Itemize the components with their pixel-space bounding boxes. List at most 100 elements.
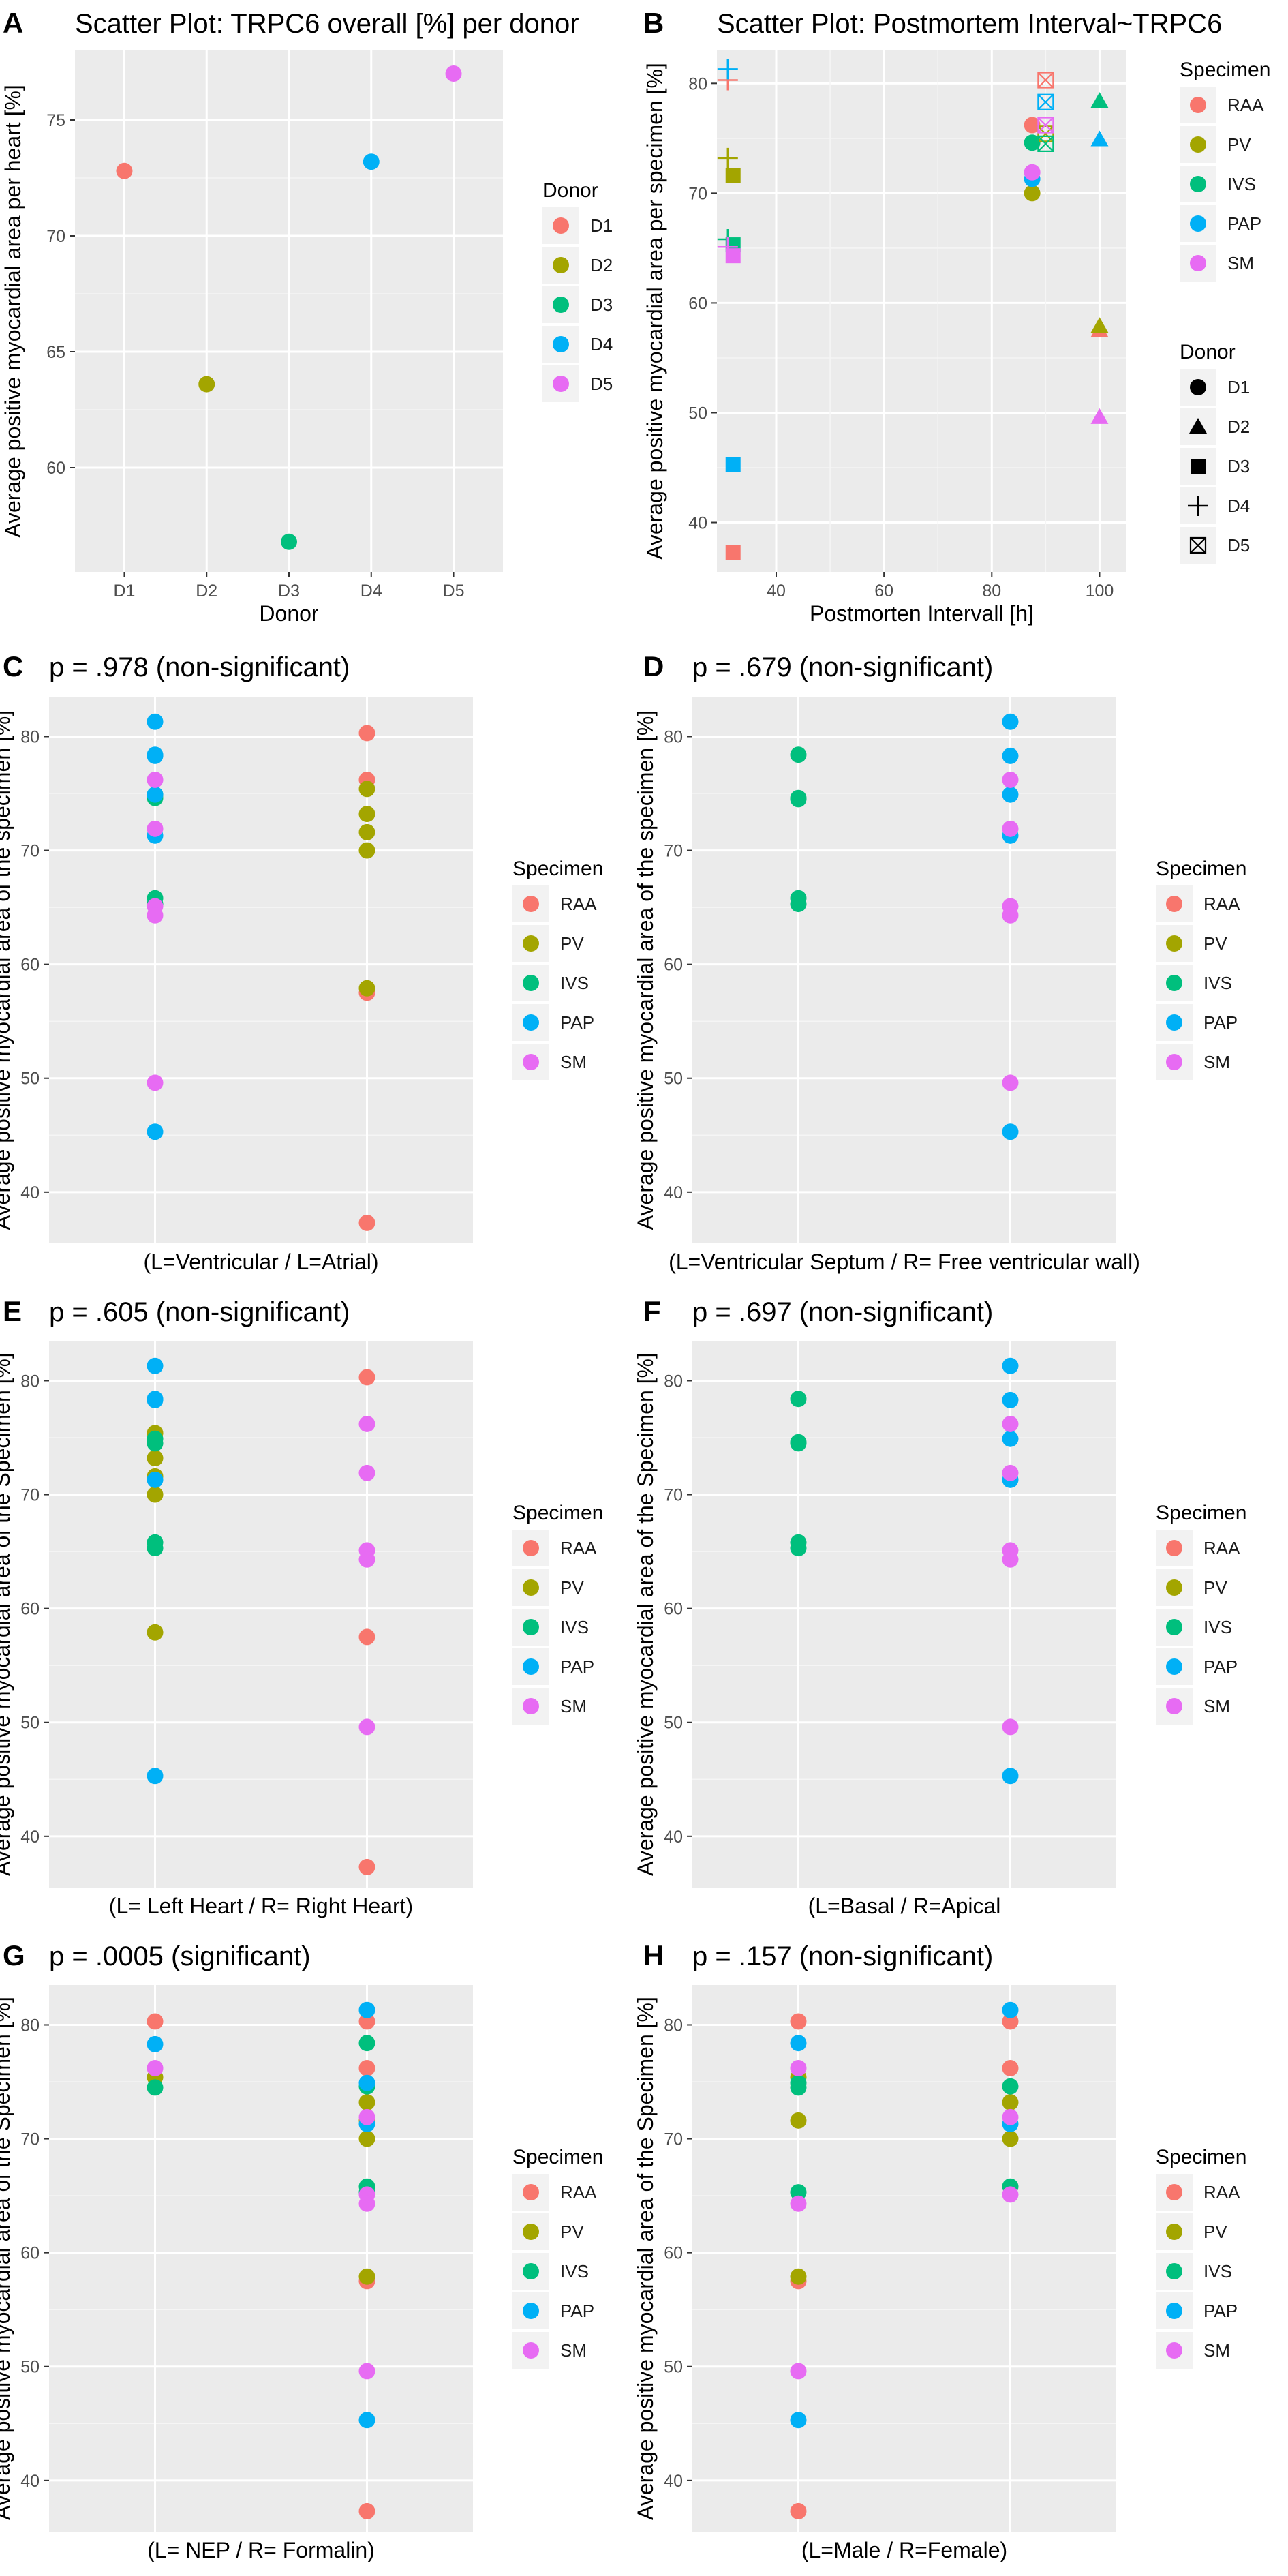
data-point-pap xyxy=(147,1391,164,1408)
plot-title: p = .0005 (significant) xyxy=(49,1941,311,1971)
x-tick-label: D2 xyxy=(196,581,217,601)
y-tick-label: 60 xyxy=(20,1600,40,1619)
data-point-raa xyxy=(1002,2059,1019,2076)
y-tick-label: 70 xyxy=(20,842,40,861)
legend-legend-label-d5: D5 xyxy=(590,374,613,394)
legend-legend-label-sm: SM xyxy=(1203,1696,1230,1716)
data-point-sm xyxy=(1002,1718,1019,1736)
y-tick-label: 60 xyxy=(688,294,707,313)
legend-legend-key-d5 xyxy=(553,376,569,392)
data-point-pv-d1 xyxy=(1024,185,1041,202)
plot-title: p = .978 (non-significant) xyxy=(49,652,350,682)
data-point-ivs xyxy=(147,2079,164,2096)
data-point-raa xyxy=(358,725,375,742)
data-point-sm xyxy=(790,2195,807,2212)
data-point-sm xyxy=(358,1415,375,1432)
legend-legend-title: Specimen xyxy=(512,2146,603,2168)
data-point-d4 xyxy=(363,153,380,170)
donor-legend-key-d1 xyxy=(1190,379,1206,395)
panel-letter: E xyxy=(3,1295,22,1327)
data-point-pap-d2 xyxy=(1090,130,1109,147)
data-point-sm xyxy=(358,2363,375,2380)
x-tick-label: D3 xyxy=(278,581,300,601)
legend-legend-label-ivs: IVS xyxy=(1203,1617,1232,1637)
data-point-ivs xyxy=(1002,2078,1019,2095)
data-point-sm xyxy=(358,2108,375,2125)
legend-legend-key-pv xyxy=(523,2224,539,2240)
data-point-d1 xyxy=(116,162,133,179)
specimen-legend-title: Specimen xyxy=(1180,59,1270,81)
data-point-pap xyxy=(147,2035,164,2052)
data-point-sm xyxy=(358,1464,375,1481)
legend-legend-key-raa xyxy=(523,1540,539,1556)
legend-legend-key-pap xyxy=(1166,1658,1182,1675)
y-axis-label: Average positive myocardial area of the … xyxy=(633,1352,658,1876)
data-point-raa xyxy=(790,2502,807,2519)
legend-legend-key-ivs xyxy=(523,1619,539,1635)
legend-legend-label-pv: PV xyxy=(1203,933,1227,954)
panel-letter: H xyxy=(643,1939,664,1971)
data-point-ivs xyxy=(358,2035,375,2052)
data-point-pv xyxy=(358,842,375,859)
data-point-ivs xyxy=(790,791,807,808)
y-tick-label: 50 xyxy=(20,1070,40,1089)
data-point-raa xyxy=(790,2013,807,2030)
y-tick-label: 80 xyxy=(688,74,707,93)
y-tick-label: 40 xyxy=(688,514,707,533)
x-axis-label: (L=Basal / R=Apical xyxy=(808,1894,1001,1918)
y-tick-label: 60 xyxy=(20,956,40,975)
y-tick-label: 80 xyxy=(664,727,683,746)
donor-legend-key-d5 xyxy=(1189,536,1207,554)
donor-legend-key-d3 xyxy=(1191,459,1206,474)
legend-legend-label-pap: PAP xyxy=(1203,2301,1238,2321)
donor-legend-label-d1: D1 xyxy=(1227,377,1250,397)
data-point-sm xyxy=(358,1551,375,1568)
data-point-ivs xyxy=(790,896,807,913)
data-point-sm-d1 xyxy=(1024,164,1041,181)
data-point-sm xyxy=(147,771,164,788)
data-point-raa-d5 xyxy=(1037,72,1054,89)
data-point-pap xyxy=(1002,1123,1019,1140)
legend-legend-label-ivs: IVS xyxy=(560,2261,589,2282)
data-point-sm xyxy=(147,1074,164,1091)
specimen-legend-key-raa xyxy=(1190,97,1206,113)
legend-legend-label-d2: D2 xyxy=(590,255,613,275)
x-tick-label: D4 xyxy=(361,581,382,601)
legend-legend-label-pap: PAP xyxy=(1203,1656,1238,1677)
data-point-pap xyxy=(1002,2001,1019,2018)
legend-legend-label-ivs: IVS xyxy=(560,1617,589,1637)
data-point-ivs-d1 xyxy=(1024,134,1041,151)
legend-legend-key-raa xyxy=(523,896,539,912)
y-tick-label: 50 xyxy=(664,1714,683,1733)
donor-legend-key-d4 xyxy=(1188,496,1208,516)
legend-legend-key-ivs xyxy=(523,975,539,991)
legend-legend-label-ivs: IVS xyxy=(560,973,589,993)
legend-legend-label-pv: PV xyxy=(1203,2222,1227,2242)
legend-legend-label-pap: PAP xyxy=(560,1656,594,1677)
data-point-pap xyxy=(1002,1391,1019,1408)
data-point-sm xyxy=(1002,1074,1019,1091)
data-point-raa xyxy=(147,2013,164,2030)
legend-legend-label-sm: SM xyxy=(560,2340,587,2361)
y-axis-label: Average positive myocardial area of the … xyxy=(0,1997,14,2520)
data-point-pv-d2 xyxy=(1090,317,1109,333)
legend-legend-key-pap xyxy=(523,2303,539,2319)
panel-b: B Scatter Plot: Postmortem Interval~TRPC6… xyxy=(643,7,1270,626)
legend-legend-label-raa: RAA xyxy=(1203,1538,1240,1558)
data-point-pv xyxy=(1002,2130,1019,2147)
y-tick-label: 60 xyxy=(46,459,65,478)
data-point-pv xyxy=(358,806,375,823)
x-tick-label: D5 xyxy=(443,581,465,601)
data-point-pap xyxy=(358,2001,375,2018)
legend-legend-key-raa xyxy=(1166,1540,1182,1556)
data-point-sm xyxy=(147,907,164,924)
data-point-ivs xyxy=(790,1435,807,1452)
legend-legend-label-ivs: IVS xyxy=(1203,973,1232,993)
data-point-pv-d4 xyxy=(717,147,738,168)
data-point-pap xyxy=(358,2412,375,2429)
data-point-pv xyxy=(358,2268,375,2285)
